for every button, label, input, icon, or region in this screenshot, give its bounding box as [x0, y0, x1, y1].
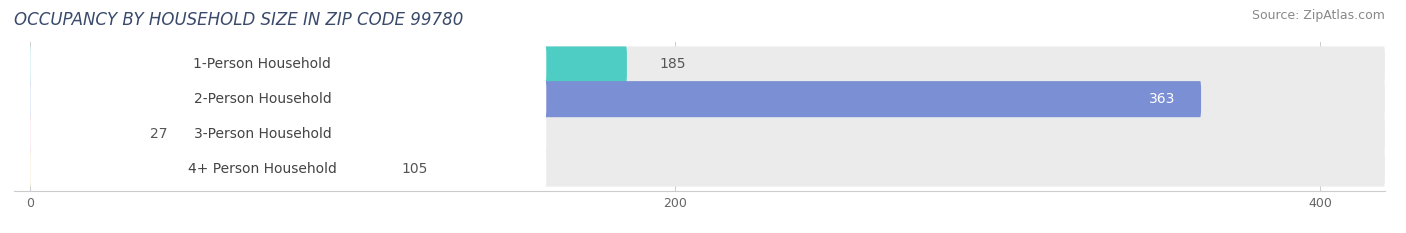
FancyBboxPatch shape [30, 46, 1385, 82]
Text: 363: 363 [1149, 92, 1175, 106]
FancyBboxPatch shape [30, 80, 547, 118]
FancyBboxPatch shape [30, 151, 1385, 187]
Text: 3-Person Household: 3-Person Household [194, 127, 332, 141]
FancyBboxPatch shape [30, 151, 368, 187]
FancyBboxPatch shape [30, 115, 547, 153]
Text: Source: ZipAtlas.com: Source: ZipAtlas.com [1251, 9, 1385, 22]
FancyBboxPatch shape [30, 45, 547, 83]
Text: 4+ Person Household: 4+ Person Household [188, 161, 337, 175]
Text: 2-Person Household: 2-Person Household [194, 92, 332, 106]
FancyBboxPatch shape [30, 116, 1385, 152]
FancyBboxPatch shape [30, 81, 1201, 117]
Text: 185: 185 [659, 58, 686, 72]
Text: OCCUPANCY BY HOUSEHOLD SIZE IN ZIP CODE 99780: OCCUPANCY BY HOUSEHOLD SIZE IN ZIP CODE … [14, 11, 464, 29]
FancyBboxPatch shape [30, 81, 1385, 117]
Text: 27: 27 [149, 127, 167, 141]
Text: 105: 105 [401, 161, 427, 175]
FancyBboxPatch shape [30, 150, 547, 188]
Text: 1-Person Household: 1-Person Household [194, 58, 332, 72]
FancyBboxPatch shape [30, 116, 117, 152]
FancyBboxPatch shape [30, 46, 627, 82]
